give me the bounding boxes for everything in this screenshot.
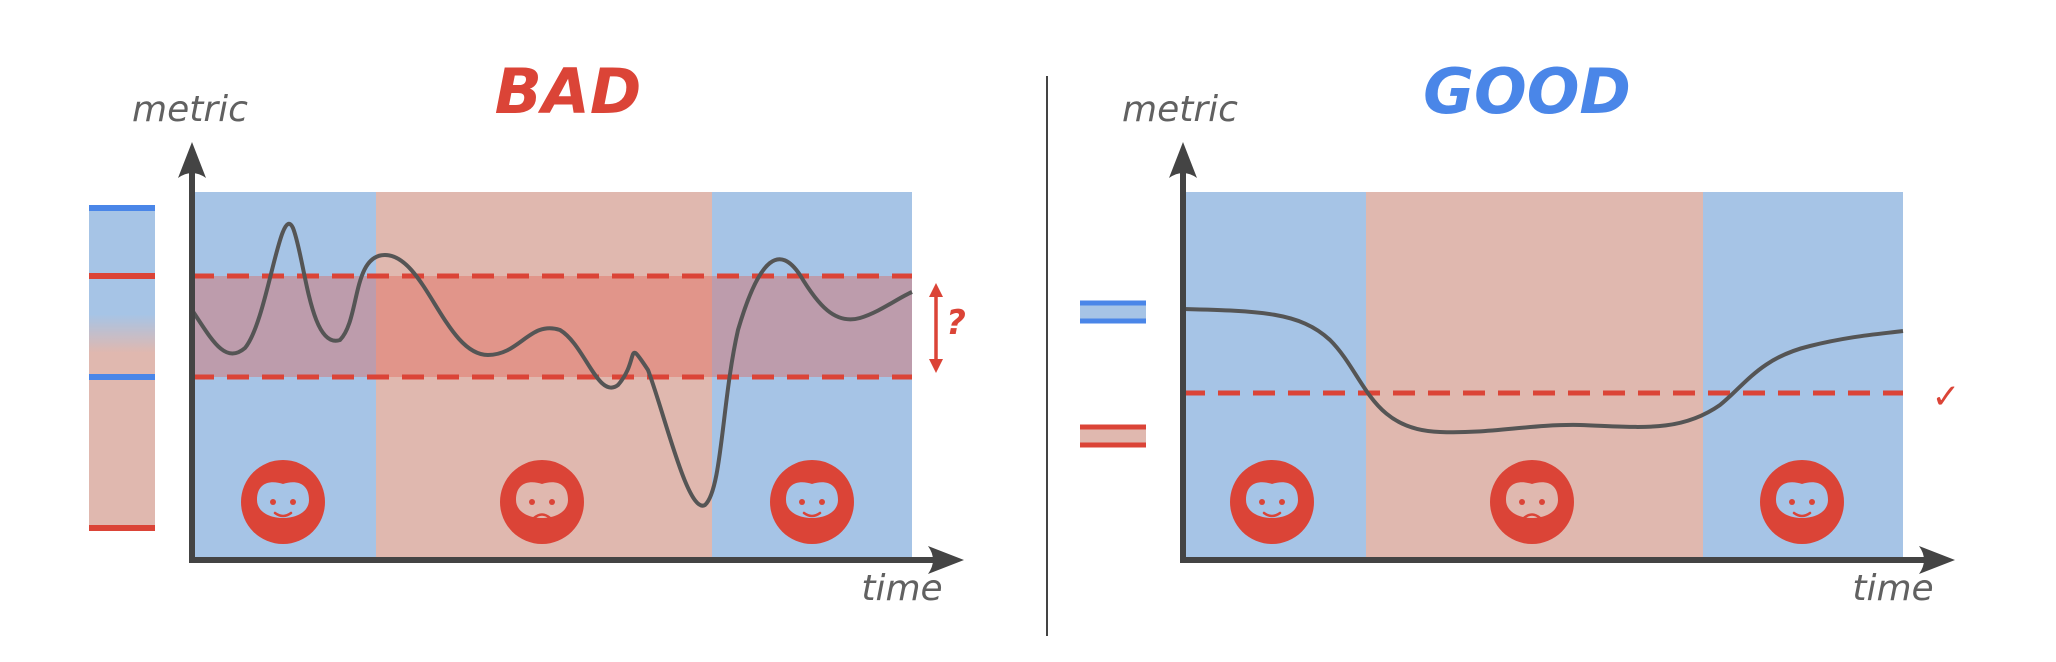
noisy-metric-curve xyxy=(190,222,913,508)
y-axis-arrow-icon xyxy=(178,142,206,178)
bad-axes xyxy=(178,142,964,574)
question-mark: ? xyxy=(946,303,966,343)
happy-face-icon xyxy=(1760,460,1844,544)
happy-face-icon xyxy=(1230,460,1314,544)
good-title: GOOD xyxy=(1423,55,1631,128)
legend-gradient xyxy=(89,208,155,530)
sad-face-icon xyxy=(1490,460,1574,544)
good-panel: GOOD metric time ✓ xyxy=(1080,55,1960,609)
legend-sad-swatch xyxy=(1080,425,1146,447)
bad-title: BAD xyxy=(495,55,642,128)
bad-y-axis-label: metric xyxy=(132,89,248,130)
check-mark-icon: ✓ xyxy=(1932,377,1961,417)
legend-happy-swatch xyxy=(1080,301,1146,323)
bad-legend-bar xyxy=(89,205,155,531)
good-axes xyxy=(1169,142,1955,574)
good-y-axis-label: metric xyxy=(1122,89,1238,130)
sad-face-icon xyxy=(500,460,584,544)
smooth-metric-curve xyxy=(1182,307,1904,435)
good-legend xyxy=(1080,300,1146,448)
bad-x-axis-label: time xyxy=(861,568,942,609)
happy-face-icon xyxy=(241,460,325,544)
x-axis-arrow-icon xyxy=(928,546,964,574)
y-axis-arrow-icon xyxy=(1169,142,1197,178)
happy-face-icon xyxy=(770,460,854,544)
bad-panel: BAD metric time ? xyxy=(89,55,966,609)
good-x-axis-label: time xyxy=(1852,568,1933,609)
x-axis-arrow-icon xyxy=(1919,546,1955,574)
